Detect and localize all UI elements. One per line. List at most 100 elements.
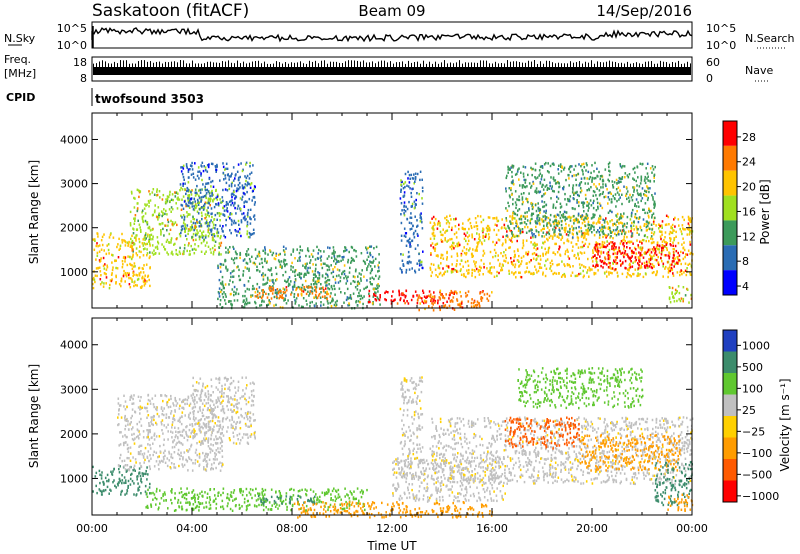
colorbar-swatch — [723, 480, 737, 502]
nave-label: Nave — [745, 64, 773, 77]
power-panel: 1000 2000 3000 4000 Slant Range [km] 28 24 20… — [27, 112, 772, 312]
colorbar-swatch — [723, 373, 737, 395]
colorbar-swatch — [723, 245, 737, 271]
echo-region — [592, 241, 680, 270]
colorbar-swatch — [723, 437, 737, 459]
echo-region — [429, 214, 694, 279]
echo-region — [399, 376, 424, 481]
y-tick-label: 3000 — [60, 178, 88, 191]
velocity-data — [92, 367, 694, 519]
nave-tick-bottom: 0 — [706, 72, 713, 85]
freq-panel: Freq. [MHz] 18 8 60 0 Nave — [4, 53, 773, 85]
y-tick: 4000 — [60, 339, 692, 352]
colorbar-tick-label: 16 — [742, 205, 756, 218]
echo-region — [517, 367, 644, 410]
power-y-ticks: 1000 2000 3000 4000 — [60, 133, 692, 279]
nsky-tick-top: 10^5 — [57, 22, 87, 35]
colorbar-tick-label: −1000 — [742, 490, 779, 503]
x-tick-label: 12:00 — [376, 522, 408, 535]
velocity-y-ticks: 1000 2000 3000 4000 — [60, 339, 692, 485]
echo-region — [399, 170, 424, 274]
colorbar-tick-label: 100 — [742, 382, 763, 395]
nsearch-tick-top: 10^5 — [706, 22, 736, 35]
power-colorbar-label: Power [dB] — [758, 179, 772, 244]
nsearch-tick-bottom: 10^0 — [706, 39, 736, 52]
freq-unit-label: [MHz] — [4, 67, 36, 80]
x-tick-label: 00:00 — [76, 522, 108, 535]
velocity-colorbar-label: Velocity [m s⁻¹] — [778, 378, 792, 471]
colorbar-tick-label: 25 — [742, 404, 756, 417]
x-tick-label: 08:00 — [276, 522, 308, 535]
power-colorbar: 28 24 20 16 12 8 4 — [722, 120, 756, 296]
y-tick-label: 4000 — [60, 339, 88, 352]
y-tick: 1000 — [60, 266, 692, 279]
colorbar-tick-label: −25 — [742, 425, 765, 438]
x-tick-label: 20:00 — [576, 522, 608, 535]
y-tick: 2000 — [60, 222, 692, 235]
colorbar-tick-label: 1000 — [742, 339, 770, 352]
colorbar-swatch — [723, 394, 737, 416]
colorbar-swatch — [723, 170, 737, 196]
colorbar-swatch — [723, 330, 737, 352]
colorbar-tick-label: 500 — [742, 361, 763, 374]
y-tick: 3000 — [60, 383, 692, 396]
y-tick-label: 3000 — [60, 383, 88, 396]
colorbar-tick-label: 28 — [742, 131, 756, 144]
freq-tick-top: 18 — [73, 56, 87, 69]
echo-region — [92, 465, 151, 497]
cpid-value: twofsound 3503 — [95, 92, 204, 106]
colorbar-swatch — [723, 459, 737, 481]
echo-region — [505, 161, 656, 239]
echo-region — [179, 161, 256, 239]
time-axis-label: Time UT — [366, 539, 417, 553]
colorbar-swatch — [723, 351, 737, 373]
x-tick-label: 00:00 — [676, 522, 708, 535]
colorbar-tick-label: −500 — [742, 468, 772, 481]
echo-region — [417, 289, 493, 312]
power-data — [92, 161, 694, 312]
x-tick-label: 04:00 — [176, 522, 208, 535]
nsky-label: N.Sky — [4, 32, 36, 45]
velocity-panel: 1000 2000 3000 4000 00:00 04:00 08:00 12:00 16:… — [27, 317, 792, 553]
colorbar-tick-label: −100 — [742, 447, 772, 460]
y-tick-label: 4000 — [60, 133, 88, 146]
y-tick-label: 1000 — [60, 266, 88, 279]
echo-region — [92, 232, 151, 290]
freq-label: Freq. — [4, 53, 31, 66]
beam-title: Beam 09 — [358, 2, 425, 20]
y-tick: 1000 — [60, 472, 692, 485]
colorbar-tick-label: 24 — [742, 156, 756, 169]
y-tick-label: 2000 — [60, 222, 88, 235]
colorbar-swatch — [723, 416, 737, 438]
colorbar-tick-label: 20 — [742, 181, 756, 194]
echo-region — [293, 501, 493, 519]
echo-region — [254, 285, 332, 301]
date-title: 14/Sep/2016 — [596, 2, 692, 20]
echo-region — [654, 461, 693, 507]
y-tick-label: 1000 — [60, 472, 88, 485]
colorbar-swatch — [723, 270, 737, 295]
freq-tick-bottom: 8 — [80, 72, 87, 85]
y-tick: 2000 — [60, 428, 692, 441]
x-tick-label: 16:00 — [476, 522, 508, 535]
nsky-trace — [91, 26, 693, 48]
echo-region — [668, 285, 693, 304]
power-ylabel: Slant Range [km] — [27, 160, 41, 264]
nave-tick-top: 60 — [706, 56, 720, 69]
y-tick: 4000 — [60, 133, 692, 146]
echo-region — [579, 433, 681, 472]
station-title: Saskatoon (fitACF) — [92, 1, 249, 21]
cpid-label: CPID — [6, 91, 35, 104]
power-x-ticks — [91, 113, 693, 308]
cpid-row: CPID twofsound 3503 — [6, 88, 204, 106]
nave-trace — [93, 60, 691, 75]
colorbar-swatch — [723, 145, 737, 171]
colorbar-swatch — [723, 121, 737, 146]
y-tick: 3000 — [60, 178, 692, 191]
colorbar-tick-label: 12 — [742, 230, 756, 243]
colorbar-swatch — [723, 195, 737, 221]
colorbar-swatch — [723, 220, 737, 246]
y-tick-label: 2000 — [60, 428, 88, 441]
velocity-x-ticks: 00:00 04:00 08:00 12:00 16:00 20:00 00:00 — [76, 318, 708, 535]
